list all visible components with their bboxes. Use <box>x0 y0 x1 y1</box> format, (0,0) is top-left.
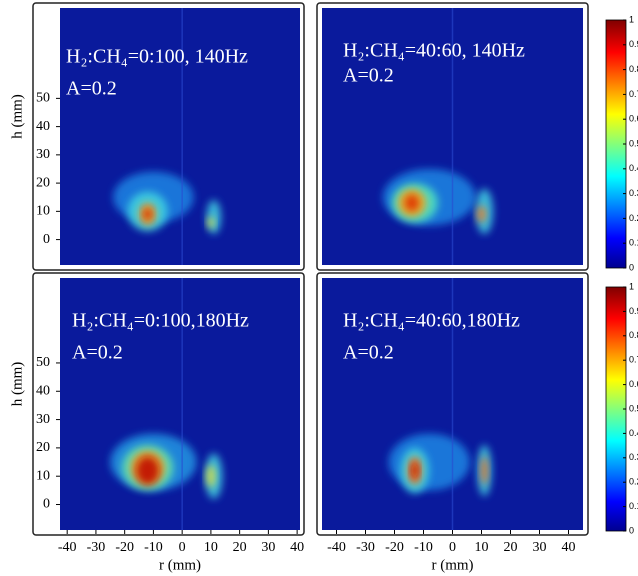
x-tick-label: -20 <box>115 540 134 555</box>
panel-frame <box>316 2 589 271</box>
colorbar-tick-label: 0.7 <box>629 89 638 99</box>
x-axis-label: r (mm) <box>431 557 473 573</box>
annotation: A=0.2 <box>343 342 394 364</box>
colorbar-tick-label: 0.1 <box>629 238 638 248</box>
y-tick-label: 50 <box>36 91 50 106</box>
colorbar-tick-label: 0.4 <box>629 163 638 173</box>
heatmap <box>322 278 583 530</box>
y-tick-label: 50 <box>36 355 50 370</box>
colorbar-tick-label: 0.9 <box>629 39 638 49</box>
colorbar-tick-label: 0 <box>629 262 634 272</box>
x-tick-label: -10 <box>144 540 163 555</box>
x-tick-label: 10 <box>204 540 218 555</box>
x-tick-label: -30 <box>356 540 375 555</box>
colorbar-tick-label: 0 <box>629 525 634 535</box>
panel-frame <box>32 272 305 536</box>
intensity-region <box>480 456 488 485</box>
colorbar-tick-label: 0.3 <box>629 452 638 462</box>
annotation: H₂:CH₄=0:100, 140Hz <box>66 46 248 68</box>
annotation: A=0.2 <box>66 78 117 100</box>
x-tick-label: -40 <box>58 540 77 555</box>
x-tick-label: -10 <box>414 540 433 555</box>
y-tick-label: 20 <box>36 175 50 190</box>
intensity-region <box>206 200 221 234</box>
x-tick-label: 0 <box>449 540 456 555</box>
x-tick-label: 0 <box>179 540 186 555</box>
intensity-region <box>136 456 160 485</box>
y-tick-label: 40 <box>36 119 50 134</box>
intensity-region <box>411 462 419 480</box>
panel-frame <box>32 2 305 271</box>
y-tick-label: 0 <box>43 497 50 512</box>
colorbar-tick-label: 0.7 <box>629 355 638 365</box>
colorbar-tick-label: 0.8 <box>629 64 638 74</box>
colorbar-tick-label: 1 <box>629 281 634 291</box>
y-tick-label: 10 <box>36 204 50 219</box>
heatmap-bg <box>60 8 300 265</box>
intensity-region <box>207 216 215 229</box>
heatmap-bg <box>60 278 300 530</box>
x-tick-label: 20 <box>504 540 518 555</box>
annotation: H₂:CH₄=40:60,180Hz <box>343 310 520 332</box>
heatmap <box>322 8 583 265</box>
annotation: A=0.2 <box>72 342 123 364</box>
colorbar-tick-label: 0.2 <box>629 477 638 487</box>
intensity-region <box>388 433 470 491</box>
colorbar-tick-label: 0.3 <box>629 188 638 198</box>
colorbar-tick-label: 0.6 <box>629 114 638 124</box>
colorbar-tick-label: 0.2 <box>629 213 638 223</box>
colorbar-tick-label: 0.6 <box>629 379 638 389</box>
y-tick-label: 30 <box>36 147 50 162</box>
x-tick-label: 40 <box>562 540 576 555</box>
x-tick-label: 30 <box>261 540 275 555</box>
colorbar-tick-label: 1 <box>629 14 634 24</box>
colorbar-tick-label: 0.5 <box>629 138 638 148</box>
colorbar-tick-label: 0.1 <box>629 501 638 511</box>
colorbar-tick-label: 0.4 <box>629 428 638 438</box>
annotation: H₂:CH₄=40:60, 140Hz <box>343 40 525 62</box>
heatmap <box>60 8 300 265</box>
colorbar-tick-label: 0.8 <box>629 330 638 340</box>
intensity-region <box>143 208 152 220</box>
colorbar-tick-label: 0.5 <box>629 403 638 413</box>
y-tick-label: 40 <box>36 383 50 398</box>
x-tick-label: 10 <box>475 540 489 555</box>
colorbar-tick-label: 0.9 <box>629 306 638 316</box>
intensity-region <box>477 205 486 223</box>
intensity-region <box>404 194 420 212</box>
intensity-region <box>206 464 216 488</box>
panel-frame <box>316 272 589 536</box>
x-tick-label: -40 <box>327 540 346 555</box>
x-tick-label: -30 <box>87 540 106 555</box>
y-tick-label: 20 <box>36 440 50 455</box>
annotation: A=0.2 <box>343 65 394 87</box>
x-tick-label: 30 <box>533 540 547 555</box>
y-tick-label: 10 <box>36 468 50 483</box>
annotation: H₂:CH₄=0:100,180Hz <box>72 310 249 332</box>
x-tick-label: 20 <box>233 540 247 555</box>
x-tick-label: -20 <box>385 540 404 555</box>
x-tick-label: 40 <box>290 540 304 555</box>
y-tick-label: 0 <box>43 232 50 247</box>
y-tick-label: 30 <box>36 412 50 427</box>
x-axis-label: r (mm) <box>159 557 201 573</box>
heatmap <box>60 278 300 530</box>
y-axis-label: h (mm) <box>9 94 25 139</box>
y-axis-label: h (mm) <box>9 362 25 407</box>
